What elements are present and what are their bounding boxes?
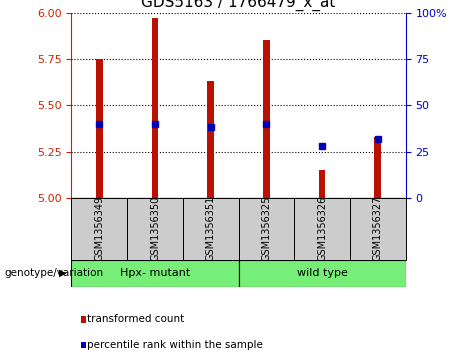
- FancyBboxPatch shape: [71, 260, 238, 287]
- FancyBboxPatch shape: [71, 198, 127, 260]
- Text: GSM1356349: GSM1356349: [95, 196, 104, 261]
- FancyBboxPatch shape: [127, 198, 183, 260]
- Bar: [374, 137, 381, 198]
- Text: wild type: wild type: [297, 268, 348, 278]
- Text: GSM1356350: GSM1356350: [150, 196, 160, 261]
- Bar: [152, 18, 159, 198]
- Text: Hpx- mutant: Hpx- mutant: [120, 268, 190, 278]
- Bar: [96, 59, 103, 198]
- Text: GSM1356327: GSM1356327: [373, 196, 383, 261]
- Text: GSM1356351: GSM1356351: [206, 196, 216, 261]
- Text: percentile rank within the sample: percentile rank within the sample: [87, 340, 263, 350]
- FancyBboxPatch shape: [238, 260, 406, 287]
- Title: GDS5163 / 1766479_x_at: GDS5163 / 1766479_x_at: [142, 0, 336, 11]
- Text: genotype/variation: genotype/variation: [5, 268, 104, 278]
- Bar: [319, 170, 325, 198]
- Text: GSM1356326: GSM1356326: [317, 196, 327, 261]
- FancyBboxPatch shape: [183, 198, 238, 260]
- Text: transformed count: transformed count: [87, 314, 184, 325]
- FancyBboxPatch shape: [294, 198, 350, 260]
- FancyBboxPatch shape: [238, 198, 294, 260]
- Text: ▶: ▶: [59, 268, 66, 278]
- Bar: [207, 81, 214, 198]
- Text: GSM1356325: GSM1356325: [261, 196, 272, 261]
- Bar: [263, 41, 270, 198]
- FancyBboxPatch shape: [350, 198, 406, 260]
